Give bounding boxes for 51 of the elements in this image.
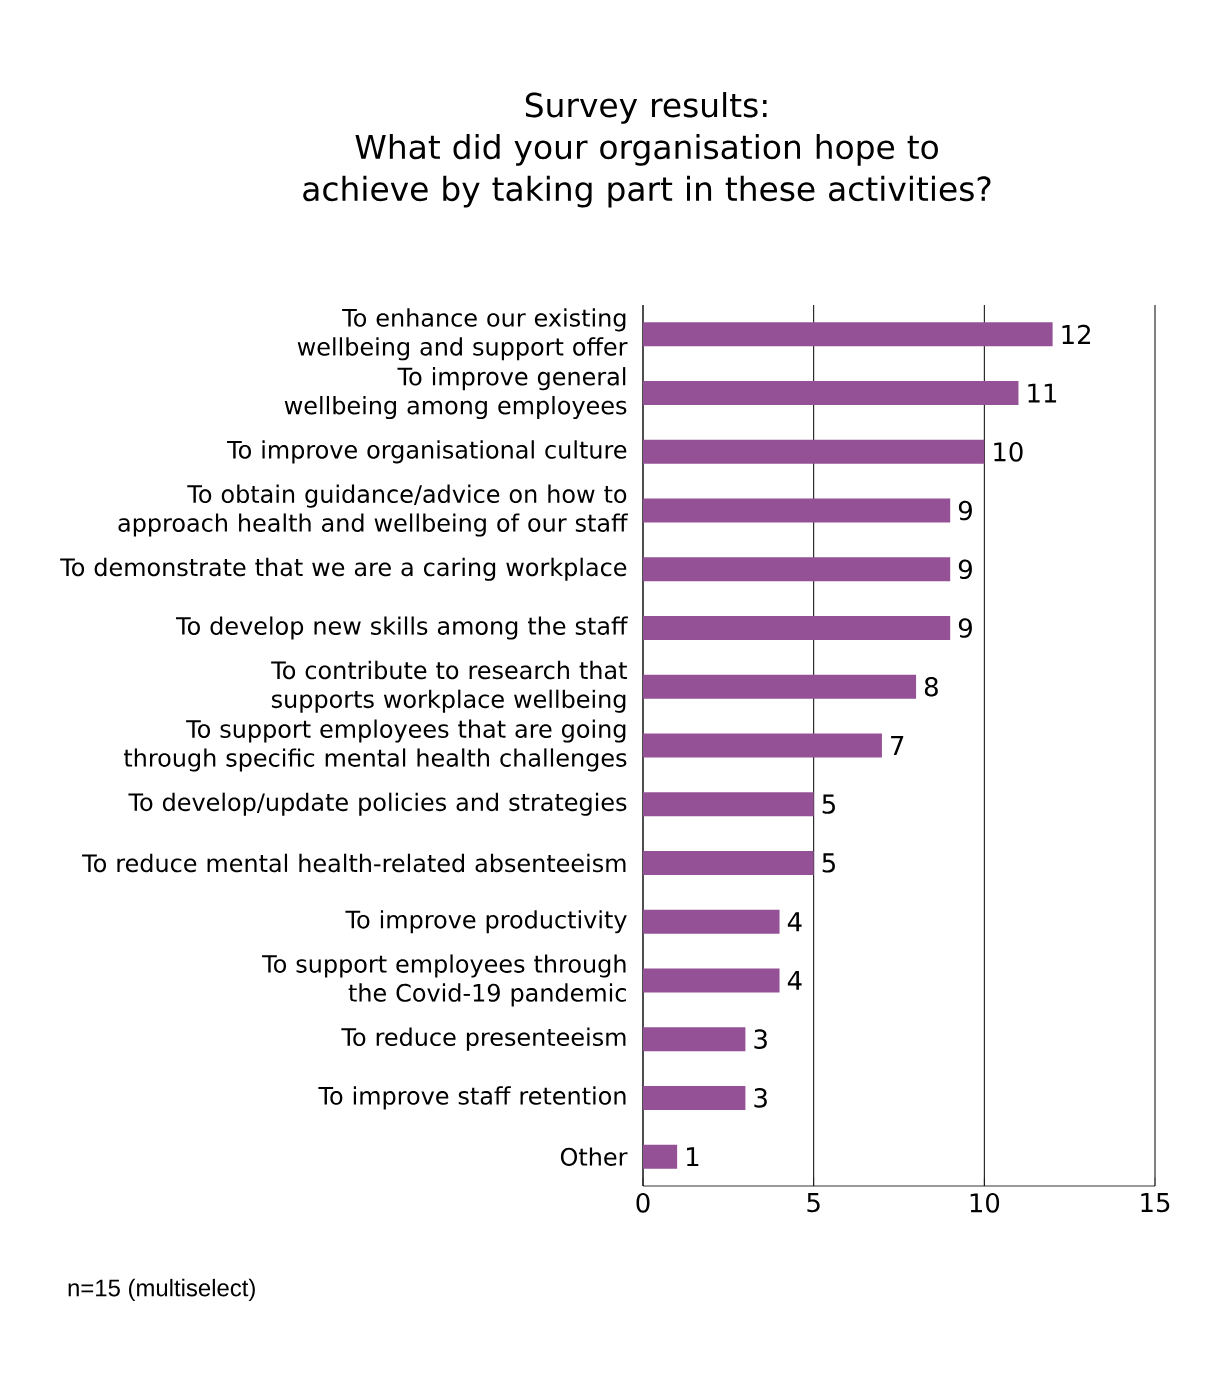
y-tick-label: To improve staff retention [318, 1086, 626, 1110]
data-label: 4 [787, 971, 802, 990]
data-label: 10 [994, 442, 1023, 462]
bar [643, 1027, 746, 1052]
x-tick-label: 0 [636, 1193, 650, 1213]
bar [643, 674, 917, 699]
bar [643, 968, 780, 993]
data-label: 1 [687, 1147, 699, 1167]
y-tick-label: To improve productivity [345, 910, 627, 934]
y-tick-label: To support employees that are going through specific mental health challenges [123, 719, 627, 772]
y-tick-label: To reduce presenteeism [341, 1027, 626, 1051]
bar [643, 616, 951, 641]
y-tick-label: To support employees through the Covid-19 pandemic [262, 954, 626, 1007]
data-label: 9 [958, 559, 972, 580]
data-label: 8 [924, 676, 938, 697]
y-tick-label: Other [560, 1147, 628, 1166]
y-tick-label: To reduce mental health-related absenteeism [82, 853, 626, 873]
bar [643, 909, 780, 934]
data-label: 7 [891, 736, 904, 755]
y-tick-label: To develop/update policies and strategies [128, 792, 627, 816]
bar [643, 850, 814, 875]
y-tick-label: To develop new skills among the staff [175, 616, 628, 640]
chart-title: Survey results: What did your organisation hope to achieve by taking part in these activities? [303, 92, 991, 208]
text: n=15 (multiselect) [68, 1278, 255, 1302]
bar [643, 733, 882, 758]
y-tick-label: To enhance our existing wellbeing and support offer [297, 308, 628, 361]
x-tick-label: 5 [807, 1193, 820, 1213]
y-tick-label: To improve general wellbeing among employees [284, 367, 627, 420]
data-label: 9 [958, 618, 972, 638]
y-tick-label: To demonstrate that we are a caring workplace [60, 557, 627, 581]
data-label: 3 [754, 1029, 767, 1049]
y-tick-label: To contribute to research that supports workplace wellbeing [271, 660, 627, 713]
bar [643, 1085, 746, 1110]
x-tick-label: 15 [1141, 1193, 1170, 1213]
y-tick-label: To obtain guidance/advice on how to approach health and wellbeing of our staff [118, 484, 628, 537]
data-label: 3 [754, 1088, 767, 1108]
data-label: 9 [958, 500, 972, 521]
data-label: 12 [1062, 324, 1090, 344]
bar [643, 439, 985, 464]
data-label: 5 [822, 794, 835, 814]
bar [643, 792, 814, 817]
bar [643, 498, 951, 523]
x-tick-label: 10 [970, 1193, 1000, 1213]
data-label: 4 [787, 912, 802, 932]
y-tick-label: To improve organisational culture [227, 440, 627, 464]
bar [643, 1144, 678, 1169]
data-label: 11 [1028, 383, 1057, 403]
bar [643, 322, 1053, 347]
bar [643, 381, 1019, 406]
bar [643, 557, 951, 582]
data-label: 5 [822, 853, 835, 873]
